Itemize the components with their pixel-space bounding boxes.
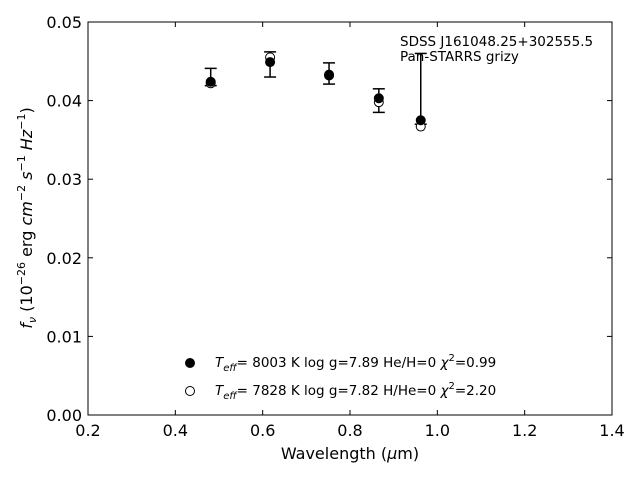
x-tick-label: 0.4 [163, 421, 188, 440]
legend-label-open: Teff= 7828 K log g=7.82 H/He=0 χ2=2.20 [215, 381, 496, 402]
legend: Teff= 8003 K log g=7.89 He/H=0 χ2=0.99 T… [186, 353, 497, 402]
x-tick-label: 1.0 [425, 421, 450, 440]
annotation-object-name: SDSS J161048.25+302555.5 [400, 34, 593, 50]
y-tick-label: 0.00 [46, 406, 82, 425]
legend-label-filled: Teff= 8003 K log g=7.89 He/H=0 χ2=0.99 [215, 353, 496, 374]
x-axis-title: Wavelength (μm) [281, 444, 419, 463]
annotation-survey: Pan-STARRS grizy [400, 49, 519, 65]
x-tick-label: 0.6 [250, 421, 275, 440]
error-bars [205, 52, 427, 124]
data-points [206, 53, 425, 131]
y-tick-label: 0.02 [46, 249, 82, 268]
point-filled [325, 70, 334, 79]
point-filled [416, 116, 425, 125]
x-axis-ticks: 0.20.40.60.81.01.21.4 [75, 22, 624, 440]
x-tick-label: 1.2 [512, 421, 537, 440]
y-tick-label: 0.05 [46, 13, 82, 32]
legend-marker-filled [186, 359, 195, 368]
y-tick-label: 0.03 [46, 170, 82, 189]
point-filled [374, 94, 383, 103]
y-axis-title: fν (10−26 erg cm−2 s−1 Hz−1) [15, 107, 39, 328]
y-tick-label: 0.04 [46, 92, 82, 111]
x-tick-label: 0.8 [337, 421, 362, 440]
point-filled [206, 77, 215, 86]
y-tick-label: 0.01 [46, 327, 82, 346]
legend-marker-open [186, 387, 195, 396]
point-filled [266, 58, 275, 67]
x-tick-label: 1.4 [599, 421, 624, 440]
